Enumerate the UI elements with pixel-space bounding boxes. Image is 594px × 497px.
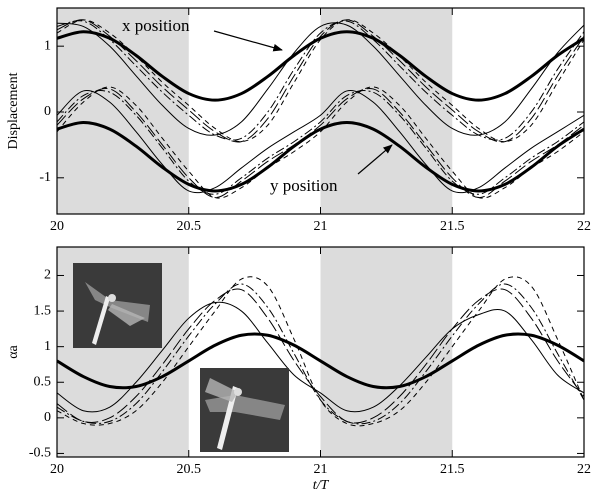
insets: [73, 263, 289, 452]
x-axis-label: t/T: [313, 478, 330, 493]
y-tick-label: 1: [44, 339, 51, 354]
y-tick-label: 0: [44, 410, 51, 425]
x-tick-label: 20.5: [177, 219, 202, 234]
panel-top: 20 20.5 21 21.5 22 -1 0 1 Displacement x position…: [6, 7, 591, 234]
shaded-region: [320, 8, 453, 214]
line-series: [57, 88, 584, 199]
line-series: [57, 332, 584, 390]
inset-image: [73, 263, 162, 348]
shaded-region: [57, 8, 189, 214]
annotation: y position: [270, 176, 338, 195]
x-tick-label: 22: [577, 462, 591, 477]
line-series: [57, 22, 584, 136]
x-tick-label: 22: [577, 219, 591, 234]
y-tick-label: 1: [44, 38, 51, 53]
inset-image: [200, 368, 289, 452]
line-series: [57, 86, 584, 199]
y-tick-label: -0.5: [29, 446, 51, 461]
line-series: [57, 283, 584, 425]
y-tick-label: 0: [44, 104, 51, 119]
line-series: [57, 90, 584, 194]
line-series: [57, 288, 584, 424]
annotation-arrow: [213, 30, 283, 52]
y-tick-label: 0.5: [34, 374, 52, 389]
x-tick-label: 20: [50, 219, 64, 234]
x-tick-label: 20.5: [177, 462, 202, 477]
line-series: [57, 20, 584, 141]
line-series: [57, 19, 584, 143]
x-tick-label: 21.5: [440, 219, 465, 234]
line-series: [57, 30, 584, 102]
annotation: x position: [122, 16, 190, 35]
x-tick-label: 21: [314, 462, 328, 477]
y-tick-label: -1: [39, 170, 51, 185]
y-axis-label: Displacement: [6, 72, 21, 149]
shaded-region: [320, 247, 453, 457]
x-tick-label: 21: [314, 219, 328, 234]
y-tick-label: 2: [44, 268, 51, 283]
y-tick-label: 1.5: [34, 303, 52, 318]
y-axis-label: αa: [6, 344, 21, 358]
line-series: [57, 90, 584, 195]
line-series: [57, 301, 584, 413]
x-tick-label: 21.5: [440, 462, 465, 477]
annotation-arrow: [357, 144, 393, 175]
x-tick-label: 20: [50, 462, 64, 477]
line-series: [57, 19, 584, 143]
